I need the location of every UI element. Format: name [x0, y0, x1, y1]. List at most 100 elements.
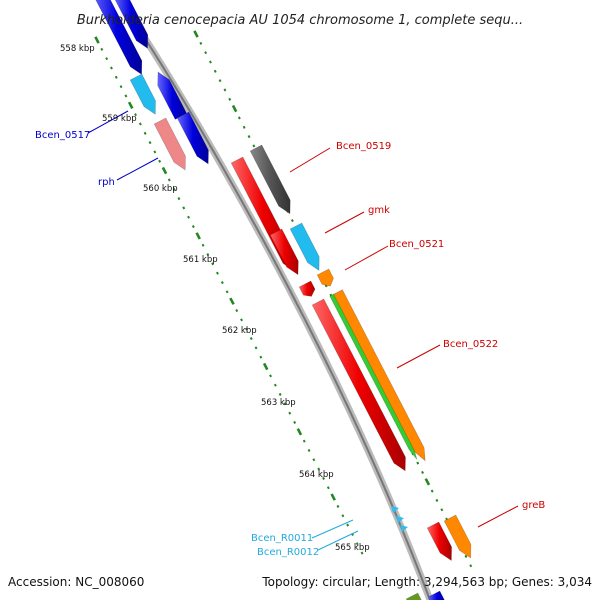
outer-scale-tick: [204, 51, 208, 55]
inner-scale-tick: [114, 75, 118, 79]
feature-orange-bcen-0521[interactable]: [316, 268, 334, 287]
feature-blue-1[interactable]: [92, 0, 143, 75]
gene-label-greb[interactable]: greB: [522, 500, 545, 511]
feature-red-gmk[interactable]: [269, 228, 299, 276]
gene-features: [92, 0, 472, 600]
feature-cyan-gmk[interactable]: [289, 222, 320, 271]
outer-scale-tick: [247, 135, 251, 139]
outer-scale-tick: [213, 69, 217, 73]
gene-label-rph[interactable]: rph: [98, 177, 115, 188]
outer-scale-tick: [193, 30, 199, 38]
feature-orange-bcen-0522[interactable]: [333, 289, 426, 462]
inner-scale-tick: [191, 225, 195, 229]
inner-scale-tick: [187, 215, 190, 219]
outer-scale-tick: [464, 554, 468, 558]
feature-blue-4[interactable]: [176, 111, 209, 165]
gene-label-bcen-r0011[interactable]: Bcen_R0011: [251, 533, 313, 544]
feature-blue-bottom[interactable]: [427, 590, 446, 600]
gene-label-bcen-r0012[interactable]: Bcen_R0012: [257, 547, 319, 558]
inner-scale-tick: [127, 101, 134, 109]
inner-scale-tick: [240, 318, 243, 322]
inner-scale-tick: [273, 383, 277, 387]
inner-scale-tick: [172, 187, 176, 191]
inner-scale-tick: [360, 551, 364, 555]
inner-scale-tick: [119, 85, 123, 89]
inner-scale-tick: [254, 346, 258, 350]
inner-scale-tick: [177, 197, 181, 201]
inner-scale-tick: [355, 542, 359, 546]
inner-scale-tick: [225, 290, 229, 294]
backbone: [117, 0, 434, 600]
inner-scale-tick: [288, 411, 292, 415]
feature-olive-bottom[interactable]: [405, 592, 424, 600]
gene-label-bcen-0521[interactable]: Bcen_0521: [389, 239, 444, 250]
rna-feature-1[interactable]: [391, 506, 399, 513]
feature-pink-rph[interactable]: [153, 117, 186, 171]
inner-scale-tick: [211, 262, 215, 266]
inner-scale-tick: [105, 57, 109, 61]
leader-lines: [87, 110, 519, 551]
inner-scale-tick: [220, 281, 224, 285]
tick-label-558: 558 kbp: [60, 44, 95, 54]
inner-scale-tick: [336, 504, 340, 508]
feature-blue-2[interactable]: [114, 0, 149, 49]
genome-summary-text: Topology: circular; Length: 3,294,563 bp…: [261, 575, 592, 589]
inner-scale-tick: [341, 514, 345, 518]
inner-scale-tick: [94, 36, 100, 44]
gene-label-bcen-0519[interactable]: Bcen_0519: [336, 141, 391, 152]
inner-scale-tick: [124, 94, 128, 98]
inner-scale-tick: [148, 141, 152, 145]
inner-scale-tick: [195, 232, 201, 240]
tick-label-564: 564 kbp: [299, 470, 334, 480]
outer-scale-tick: [440, 508, 444, 512]
rna-feature-2[interactable]: [396, 516, 404, 523]
tick-label-559: 559 kbp: [102, 114, 137, 124]
outer-scale-tick: [237, 116, 241, 120]
gene-label-bcen-0517[interactable]: Bcen_0517: [35, 130, 90, 141]
outer-scale-tick: [223, 88, 227, 92]
inner-scale-tick: [249, 336, 253, 341]
inner-scale-tick: [302, 439, 306, 443]
outer-scale-tick: [290, 219, 294, 223]
inner-scale-tick: [262, 362, 269, 371]
rna-feature-3[interactable]: [400, 525, 408, 532]
inner-scale-tick: [161, 166, 168, 175]
inner-scale-tick: [201, 243, 205, 247]
inner-scale-tick: [182, 206, 186, 210]
inner-scale-tick: [206, 253, 210, 257]
inner-scale-tick: [317, 467, 321, 471]
feature-red-small[interactable]: [298, 280, 316, 297]
outer-scale-tick: [424, 478, 431, 486]
inner-scale-tick: [307, 448, 311, 452]
inner-scale-tick: [153, 150, 157, 154]
inner-scale-tick: [278, 392, 282, 396]
inner-scale-tick: [158, 159, 162, 163]
feature-cyan-bcen-0517[interactable]: [129, 73, 156, 115]
inner-scale-tick: [167, 178, 171, 182]
inner-scale-tick: [245, 327, 248, 331]
tick-label-560: 560 kbp: [143, 184, 178, 194]
gene-label-gmk[interactable]: gmk: [368, 205, 390, 216]
outer-scale-tick: [469, 564, 473, 568]
inner-scale-tick: [283, 402, 287, 406]
inner-scale-tick: [326, 486, 330, 490]
inner-scale-tick: [312, 458, 316, 462]
feature-gray-bcen-0519[interactable]: [249, 144, 291, 215]
map-title: Burkholderia cenocepacia AU 1054 chromos…: [77, 13, 523, 28]
outer-scale-tick: [416, 461, 420, 465]
feature-green-bcen-0522[interactable]: [329, 293, 418, 460]
inner-scale-tick: [235, 309, 239, 313]
inner-scale-tick: [293, 420, 297, 424]
inner-scale-tick: [134, 113, 137, 117]
outer-scale-tick: [421, 470, 424, 474]
gene-label-bcen-0522[interactable]: Bcen_0522: [443, 339, 498, 350]
inner-scale-tick: [229, 297, 235, 305]
tick-label-562: 562 kbp: [222, 326, 257, 336]
tick-label-563: 563 kbp: [261, 398, 296, 408]
feature-red-greb[interactable]: [426, 521, 452, 562]
outer-scale-tick: [252, 144, 256, 148]
feature-orange-greb[interactable]: [443, 514, 472, 559]
inner-scale-tick: [322, 476, 325, 480]
inner-scale-tick: [296, 428, 303, 436]
feature-red-bcen-0522[interactable]: [311, 298, 406, 472]
